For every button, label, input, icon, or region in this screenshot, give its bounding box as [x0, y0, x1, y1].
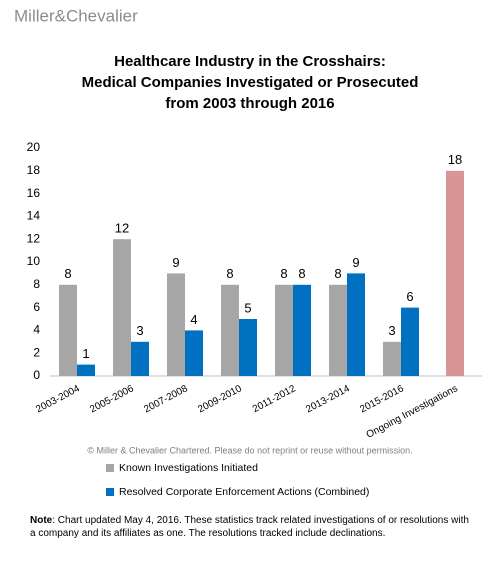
- bar: [185, 330, 203, 376]
- bar: [77, 364, 95, 376]
- bar: [329, 284, 347, 376]
- y-tick-label: 14: [27, 209, 41, 223]
- bar: [59, 284, 77, 376]
- copyright: © Miller & Chevalier Chartered. Please d…: [87, 445, 412, 455]
- x-tick-label: Ongoing Investigations: [365, 383, 460, 440]
- x-tick-label: 2009-2010: [196, 383, 244, 415]
- bar: [347, 273, 365, 376]
- value-label: 8: [280, 266, 287, 281]
- y-tick-label: 0: [33, 368, 40, 382]
- y-tick-label: 2: [33, 345, 40, 359]
- x-tick-label: 2011-2012: [251, 383, 298, 415]
- value-label: 8: [64, 266, 71, 281]
- bar: [221, 284, 239, 376]
- value-label: 6: [406, 289, 413, 304]
- x-tick-label: 2015-2016: [358, 383, 406, 415]
- bar: [167, 273, 185, 376]
- x-tick-label: 2007-2008: [142, 383, 190, 415]
- note-text: : Chart updated May 4, 2016. These stati…: [30, 515, 469, 539]
- title-line: from 2003 through 2016: [165, 95, 334, 112]
- value-label: 8: [298, 266, 305, 281]
- legend-label: Known Investigations Initiated: [119, 462, 258, 474]
- title-line: Medical Companies Investigated or Prosec…: [82, 74, 419, 91]
- value-label: 4: [190, 312, 197, 327]
- value-label: 3: [388, 323, 395, 338]
- y-tick-label: 4: [33, 323, 40, 337]
- value-label: 12: [115, 221, 129, 236]
- x-tick-label: 2003-2004: [34, 383, 82, 415]
- legend-label: Resolved Corporate Enforcement Actions (…: [119, 486, 369, 498]
- chart-title: Healthcare Industry in the Crosshairs: Me…: [82, 53, 419, 112]
- bar: [293, 284, 311, 376]
- value-label: 5: [244, 300, 251, 315]
- bar: [383, 341, 401, 376]
- bar: [131, 341, 149, 376]
- note: Note: Chart updated May 4, 2016. These s…: [30, 514, 475, 540]
- bar: [401, 307, 419, 376]
- x-tick-label: 2013-2014: [304, 383, 352, 415]
- y-tick-label: 18: [27, 163, 41, 177]
- value-label: 9: [172, 255, 179, 270]
- bar: [113, 239, 131, 376]
- legend-swatch: [106, 488, 114, 496]
- note-label: Note: [30, 515, 53, 526]
- y-tick-label: 10: [27, 254, 41, 268]
- value-label: 8: [334, 266, 341, 281]
- title-line: Healthcare Industry in the Crosshairs:: [114, 53, 386, 70]
- y-tick-label: 12: [27, 231, 41, 245]
- y-tick-label: 8: [33, 277, 40, 291]
- y-tick-label: 16: [27, 186, 41, 200]
- bar: [275, 284, 293, 376]
- brand-logo: Miller&Chevalier: [14, 6, 138, 25]
- value-label: 3: [136, 323, 143, 338]
- value-label: 18: [448, 152, 462, 167]
- legend-swatch: [106, 464, 114, 472]
- value-label: 8: [226, 266, 233, 281]
- chart: Miller&Chevalier Healthcare Industry in …: [14, 6, 482, 498]
- x-tick-label: 2005-2006: [88, 383, 136, 415]
- bar: [239, 319, 257, 376]
- y-tick-label: 6: [33, 300, 40, 314]
- value-label: 9: [352, 255, 359, 270]
- y-tick-label: 20: [27, 140, 41, 154]
- value-label: 1: [82, 346, 89, 361]
- bar: [446, 170, 464, 376]
